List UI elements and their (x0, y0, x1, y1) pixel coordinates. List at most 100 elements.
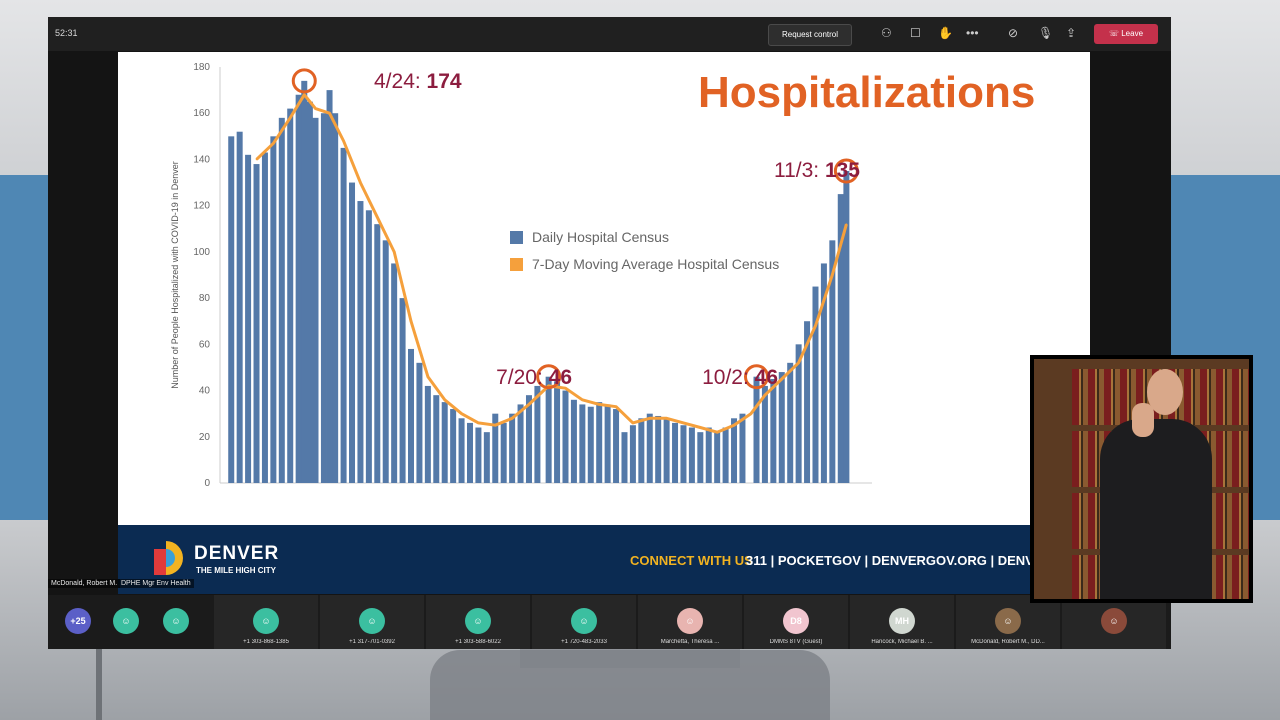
bar (517, 404, 524, 483)
request-control-button[interactable]: Request control (768, 24, 852, 46)
participant-tile[interactable]: ☺ +1 303-868-1385 (214, 595, 318, 649)
participant-name: Hancock, Michael B. ... (871, 639, 933, 645)
legend-label-average: 7-Day Moving Average Hospital Census (532, 256, 779, 272)
moving-average-point (797, 362, 800, 364)
bar (596, 402, 603, 483)
participant-tile[interactable]: MH Hancock, Michael B. ... (850, 595, 954, 649)
bar (287, 108, 294, 483)
peak-value: 135 (825, 159, 860, 182)
participant-name: +1 303-868-1385 (243, 639, 289, 645)
bar (787, 362, 794, 483)
moving-average-point (460, 412, 463, 415)
moving-average-point (581, 399, 584, 401)
moving-average-point (615, 405, 617, 408)
moving-average-point (750, 412, 752, 415)
share-icon[interactable]: ⇪ (1066, 26, 1077, 40)
participant-avatar: +25 (65, 608, 91, 634)
moving-average-point (303, 93, 306, 96)
more-icon[interactable]: ••• (966, 26, 979, 40)
bar (365, 210, 372, 484)
participant-avatar-icon: ☺ (677, 608, 703, 634)
bar (278, 117, 285, 483)
city-tagline: THE MILE HIGH CITY (196, 566, 276, 575)
participant-tile[interactable]: ☺ (1062, 595, 1166, 649)
participant-avatar-icon: ☺ (571, 608, 597, 634)
bar (320, 113, 327, 483)
participant-tile[interactable]: D8 DMMS 8TV (Guest) (744, 595, 848, 649)
bar (332, 113, 339, 483)
camera-off-icon[interactable]: ⊘ (1008, 26, 1019, 40)
participant-name: +1 303-588-6022 (455, 639, 501, 645)
moving-average-point (314, 107, 317, 110)
moving-average-point (699, 426, 702, 429)
participant-tile[interactable]: +25 (39, 595, 117, 649)
participant-tile[interactable]: ☺ (87, 595, 165, 649)
bar (804, 321, 811, 483)
moving-average-point (410, 320, 412, 323)
participant-tile[interactable]: ☺ +1 317-701-0392 (320, 595, 424, 649)
y-tick-label: 40 (199, 386, 211, 397)
bar (500, 422, 507, 483)
presenter-name-label: McDonald, Robert M. (48, 579, 121, 588)
participant-tile[interactable]: ☺ McDonald, Robert M., DD... (956, 595, 1060, 649)
y-tick-label: 0 (204, 478, 210, 489)
hospitalization-chart: 020406080100120140160180Apr 1May 1Jun 1J… (160, 59, 876, 489)
y-tick-label: 80 (199, 293, 211, 304)
capitol-building-image (430, 650, 830, 720)
shared-screen: 020406080100120140160180Apr 1May 1Jun 1J… (118, 52, 1090, 594)
peak-date: 11/3: (774, 159, 825, 182)
peak-annotation: 11/3: 135 (774, 159, 860, 182)
bar (655, 415, 662, 483)
y-tick-label: 100 (193, 247, 210, 258)
participant-tile[interactable]: ☺ Marchetta, Theresa ... (638, 595, 742, 649)
meeting-toolbar: 52:31 Request control ⚇ ☐ ✋ ••• ⊘ 🎙 ⇪ ☏ … (48, 17, 1171, 51)
moving-average-point (682, 422, 685, 424)
peak-annotation: 7/20: 46 (496, 366, 572, 389)
peak-marker-circle (743, 364, 769, 390)
peak-marker-circle (536, 364, 562, 390)
bar (829, 240, 836, 483)
participant-tile[interactable]: ☺ +1 720-483-2033 (532, 595, 636, 649)
denver-footer: DENVER THE MILE HIGH CITY CONNECT WITH U… (118, 525, 1090, 594)
interpreter-body (1100, 419, 1212, 599)
bar (458, 418, 465, 483)
bar (613, 409, 620, 483)
bar (253, 164, 260, 484)
bar (770, 379, 777, 483)
participant-avatar-icon: ☺ (1101, 608, 1127, 634)
peak-date: 10/2: (702, 366, 755, 389)
peak-value: 46 (549, 366, 572, 389)
participant-avatar-icon: ☺ (253, 608, 279, 634)
moving-average-point (831, 274, 834, 276)
moving-average-point (733, 424, 735, 427)
bar (843, 171, 850, 483)
bar (663, 418, 670, 483)
moving-average-point (780, 378, 783, 380)
participant-tile[interactable]: ☺ +1 303-588-6022 (426, 595, 530, 649)
y-tick-label: 160 (193, 108, 210, 119)
bar (680, 425, 687, 483)
participant-avatar-icon: ☺ (995, 608, 1021, 634)
peak-marker-circle (291, 68, 317, 94)
peak-annotation: 4/24: 174 (374, 70, 462, 93)
meeting-timer: 52:31 (55, 28, 78, 38)
participant-avatar: MH (889, 608, 915, 634)
bar (301, 80, 308, 483)
bar (492, 413, 499, 483)
bar (261, 152, 268, 483)
people-icon[interactable]: ⚇ (881, 26, 892, 40)
bar (416, 362, 423, 483)
moving-average-point (764, 394, 766, 396)
moving-average-point (632, 422, 634, 424)
leave-button[interactable]: ☏ Leave (1094, 24, 1158, 44)
chat-icon[interactable]: ☐ (910, 26, 921, 40)
participant-avatar-icon: ☺ (465, 608, 491, 634)
participant-name: McDonald, Robert M., DD... (971, 639, 1045, 645)
bar (778, 372, 785, 483)
moving-average-point (814, 325, 817, 327)
mic-off-icon[interactable]: 🎙 (1038, 26, 1054, 40)
bar (306, 101, 313, 483)
bar (295, 94, 302, 483)
raise-hand-icon[interactable]: ✋ (938, 26, 953, 40)
participant-tile[interactable]: ☺ (137, 595, 215, 649)
